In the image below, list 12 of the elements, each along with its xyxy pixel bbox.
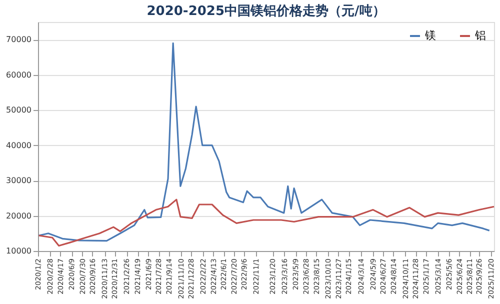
y-tick-label: 60000 — [6, 70, 32, 80]
y-tick-label: 70000 — [6, 35, 32, 44]
line-series — [38, 198, 495, 247]
y-tick-label: 10000 — [6, 246, 32, 256]
chart-title: 2020-2025中国镁铝价格走势（元/吨） — [146, 3, 386, 19]
y-tick-label: 20000 — [6, 211, 32, 220]
y-tick-label: 40000 — [6, 140, 32, 150]
y-tick-label: 30000 — [6, 176, 32, 186]
y-tick-label: 50000 — [6, 106, 32, 115]
legend-label: 镁 — [424, 29, 436, 42]
legend-label: 铝 — [474, 29, 486, 42]
line-series — [38, 42, 490, 242]
